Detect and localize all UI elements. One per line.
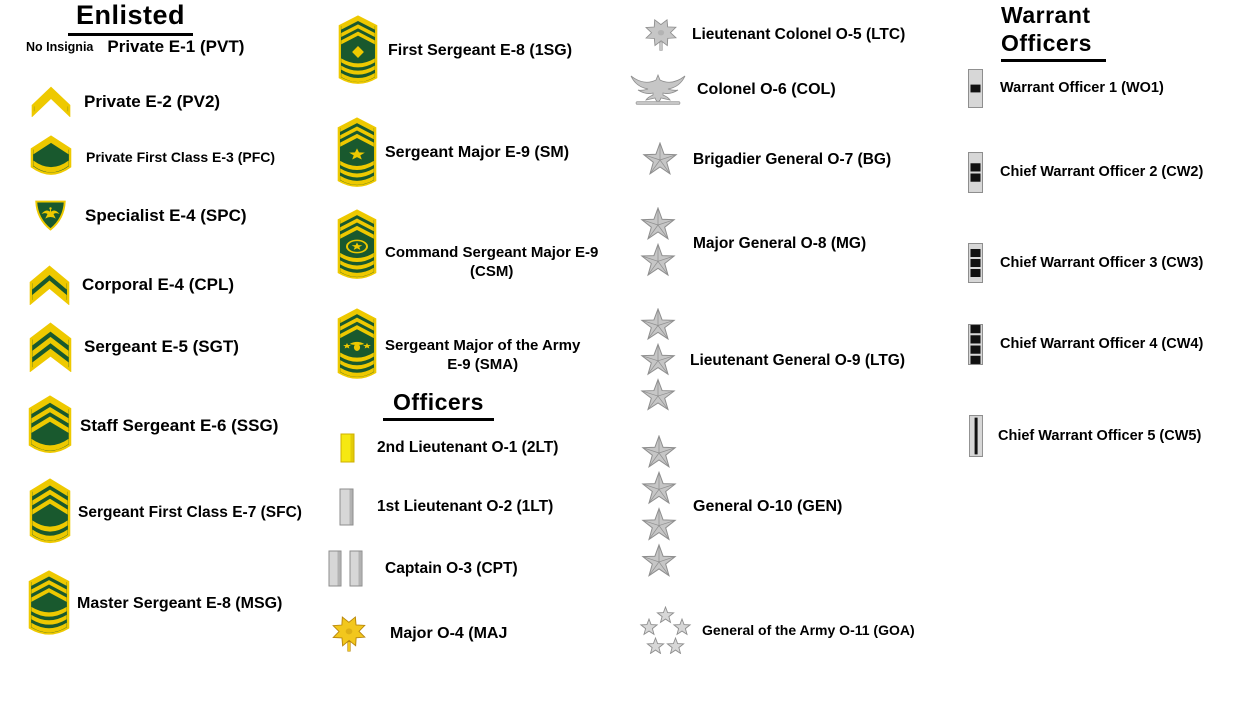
gold-bar-icon xyxy=(340,433,355,463)
single-chevron-icon xyxy=(31,86,71,117)
rank-label-2lt: 2nd Lieutenant O-1 (2LT) xyxy=(377,439,559,457)
eagle-icon xyxy=(630,74,686,106)
rank-row-pfc: Private First Class E-3 (PFC) xyxy=(30,135,275,179)
sergeant-first-class-insignia-icon xyxy=(29,478,71,547)
silver-oak-leaf-icon xyxy=(643,18,679,52)
rank-row-ltg: Lieutenant General O-9 (LTG) xyxy=(640,308,905,414)
rank-label-col: Colonel O-6 (COL) xyxy=(697,80,836,98)
rank-row-spc: Specialist E-4 (SPC) xyxy=(34,200,247,231)
rank-label-cpl: Corporal E-4 (CPL) xyxy=(82,275,235,295)
rank-label-bg: Brigadier General O-7 (BG) xyxy=(693,151,892,169)
double-silver-bar-icon xyxy=(328,550,364,587)
rank-label-cw2: Chief Warrant Officer 2 (CW2) xyxy=(1000,164,1204,181)
rank-row-sgt: Sergeant E-5 (SGT) xyxy=(29,322,239,372)
master-sergeant-insignia-icon xyxy=(28,570,70,638)
one-star-icon xyxy=(642,142,678,178)
rank-label-pv2: Private E-2 (PV2) xyxy=(84,91,221,111)
enlisted-section-title: Enlisted xyxy=(68,0,194,36)
five-star-circle-icon xyxy=(638,606,693,654)
rank-row-cw3: Chief Warrant Officer 3 (CW3) xyxy=(968,243,1203,283)
rank-label-cw5: Chief Warrant Officer 5 (CW5) xyxy=(998,427,1202,444)
rank-label-1lt: 1st Lieutenant O-2 (1LT) xyxy=(377,498,554,516)
rank-label-goa: General of the Army O-11 (GOA) xyxy=(702,621,915,638)
rank-label-sgt: Sergeant E-5 (SGT) xyxy=(84,337,239,357)
rank-row-sfc: Sergeant First Class E-7 (SFC) xyxy=(29,478,302,547)
rank-label-sm: Sergeant Major E-9 (SM) xyxy=(385,144,570,162)
rank-row-1sg: First Sergeant E-8 (1SG) xyxy=(338,15,572,87)
staff-sergeant-insignia-icon xyxy=(28,395,72,457)
officers-section-title: Officers xyxy=(383,389,494,421)
rank-label-cw4: Chief Warrant Officer 4 (CW4) xyxy=(1000,336,1204,353)
rank-label-ltg: Lieutenant General O-9 (LTG) xyxy=(690,352,906,370)
warrant-bar-3-icon xyxy=(968,243,983,283)
warrant-bar-1-icon xyxy=(968,69,983,108)
rank-row-cw5: Chief Warrant Officer 5 (CW5) xyxy=(969,415,1201,457)
rank-label-spc: Specialist E-4 (SPC) xyxy=(85,205,247,225)
warrant-section-title: Warrant Officers xyxy=(1001,2,1106,63)
rank-row-ltc: Lieutenant Colonel O-5 (LTC) xyxy=(643,18,905,52)
rank-row-gen: General O-10 (GEN) xyxy=(641,435,842,580)
three-star-icon xyxy=(640,308,676,414)
rank-row-cw2: Chief Warrant Officer 2 (CW2) xyxy=(968,152,1203,193)
rank-row-sm: Sergeant Major E-9 (SM) xyxy=(337,117,569,190)
rank-row-sma: Sergeant Major of the Army E-9 (SMA) xyxy=(337,308,580,382)
rank-row-col: Colonel O-6 (COL) xyxy=(630,74,836,106)
rank-row-msg: Master Sergeant E-8 (MSG) xyxy=(28,570,282,638)
rank-label-mg: Major General O-8 (MG) xyxy=(693,234,867,252)
rank-label-wo1: Warrant Officer 1 (WO1) xyxy=(1000,80,1164,97)
rank-label-pfc: Private First Class E-3 (PFC) xyxy=(86,148,276,165)
triple-chevron-icon xyxy=(29,322,72,372)
rank-row-pv2: Private E-2 (PV2) xyxy=(31,86,220,117)
rank-row-mg: Major General O-8 (MG) xyxy=(640,207,866,280)
rank-row-2lt: 2nd Lieutenant O-1 (2LT) xyxy=(340,433,558,463)
chevron-rocker-icon xyxy=(30,135,72,179)
rank-label-cw3: Chief Warrant Officer 3 (CW3) xyxy=(1000,254,1204,271)
rank-label-sma: Sergeant Major of the Army E-9 (SMA) xyxy=(385,337,581,373)
rank-label-cpt: Captain O-3 (CPT) xyxy=(385,559,518,577)
rank-label-csm: Command Sergeant Major E-9 (CSM) xyxy=(385,244,599,280)
rank-row-cpt: Captain O-3 (CPT) xyxy=(328,550,518,587)
silver-bar-icon xyxy=(339,488,354,526)
warrant-bar-5-icon xyxy=(969,415,983,457)
no-insignia-note: No Insignia xyxy=(26,40,94,54)
rank-label-ssg: Staff Sergeant E-6 (SSG) xyxy=(80,416,279,436)
rank-row-cpl: Corporal E-4 (CPL) xyxy=(29,265,234,305)
rank-row-1lt: 1st Lieutenant O-2 (1LT) xyxy=(339,488,553,526)
four-star-icon xyxy=(641,435,677,580)
rank-row-csm: Command Sergeant Major E-9 (CSM) xyxy=(337,209,598,282)
command-sergeant-major-insignia-icon xyxy=(337,209,377,282)
rank-row-pvt: No Insignia Private E-1 (PVT) xyxy=(26,36,244,58)
specialist-shield-icon xyxy=(34,200,67,231)
rank-row-bg: Brigadier General O-7 (BG) xyxy=(642,142,891,178)
rank-label-pvt: Private E-1 (PVT) xyxy=(107,37,245,57)
rank-row-wo1: Warrant Officer 1 (WO1) xyxy=(968,69,1164,108)
first-sergeant-insignia-icon xyxy=(338,15,378,87)
warrant-bar-2-icon xyxy=(968,152,983,193)
sergeant-major-of-the-army-insignia-icon xyxy=(337,308,377,382)
rank-label-gen: General O-10 (GEN) xyxy=(693,498,843,516)
rank-label-sfc: Sergeant First Class E-7 (SFC) xyxy=(78,503,302,521)
two-star-icon xyxy=(640,207,676,280)
rank-row-cw4: Chief Warrant Officer 4 (CW4) xyxy=(968,324,1203,365)
sergeant-major-insignia-icon xyxy=(337,117,377,190)
rank-row-ssg: Staff Sergeant E-6 (SSG) xyxy=(28,395,278,457)
rank-label-ltc: Lieutenant Colonel O-5 (LTC) xyxy=(692,26,906,44)
double-chevron-icon xyxy=(29,265,70,305)
rank-label-msg: Master Sergeant E-8 (MSG) xyxy=(77,594,283,612)
rank-label-1sg: First Sergeant E-8 (1SG) xyxy=(388,41,573,59)
warrant-bar-4-icon xyxy=(968,324,983,365)
gold-oak-leaf-icon xyxy=(330,615,368,653)
rank-row-goa: General of the Army O-11 (GOA) xyxy=(638,606,915,654)
rank-label-maj: Major O-4 (MAJ xyxy=(390,624,508,642)
rank-row-maj: Major O-4 (MAJ xyxy=(330,615,507,653)
